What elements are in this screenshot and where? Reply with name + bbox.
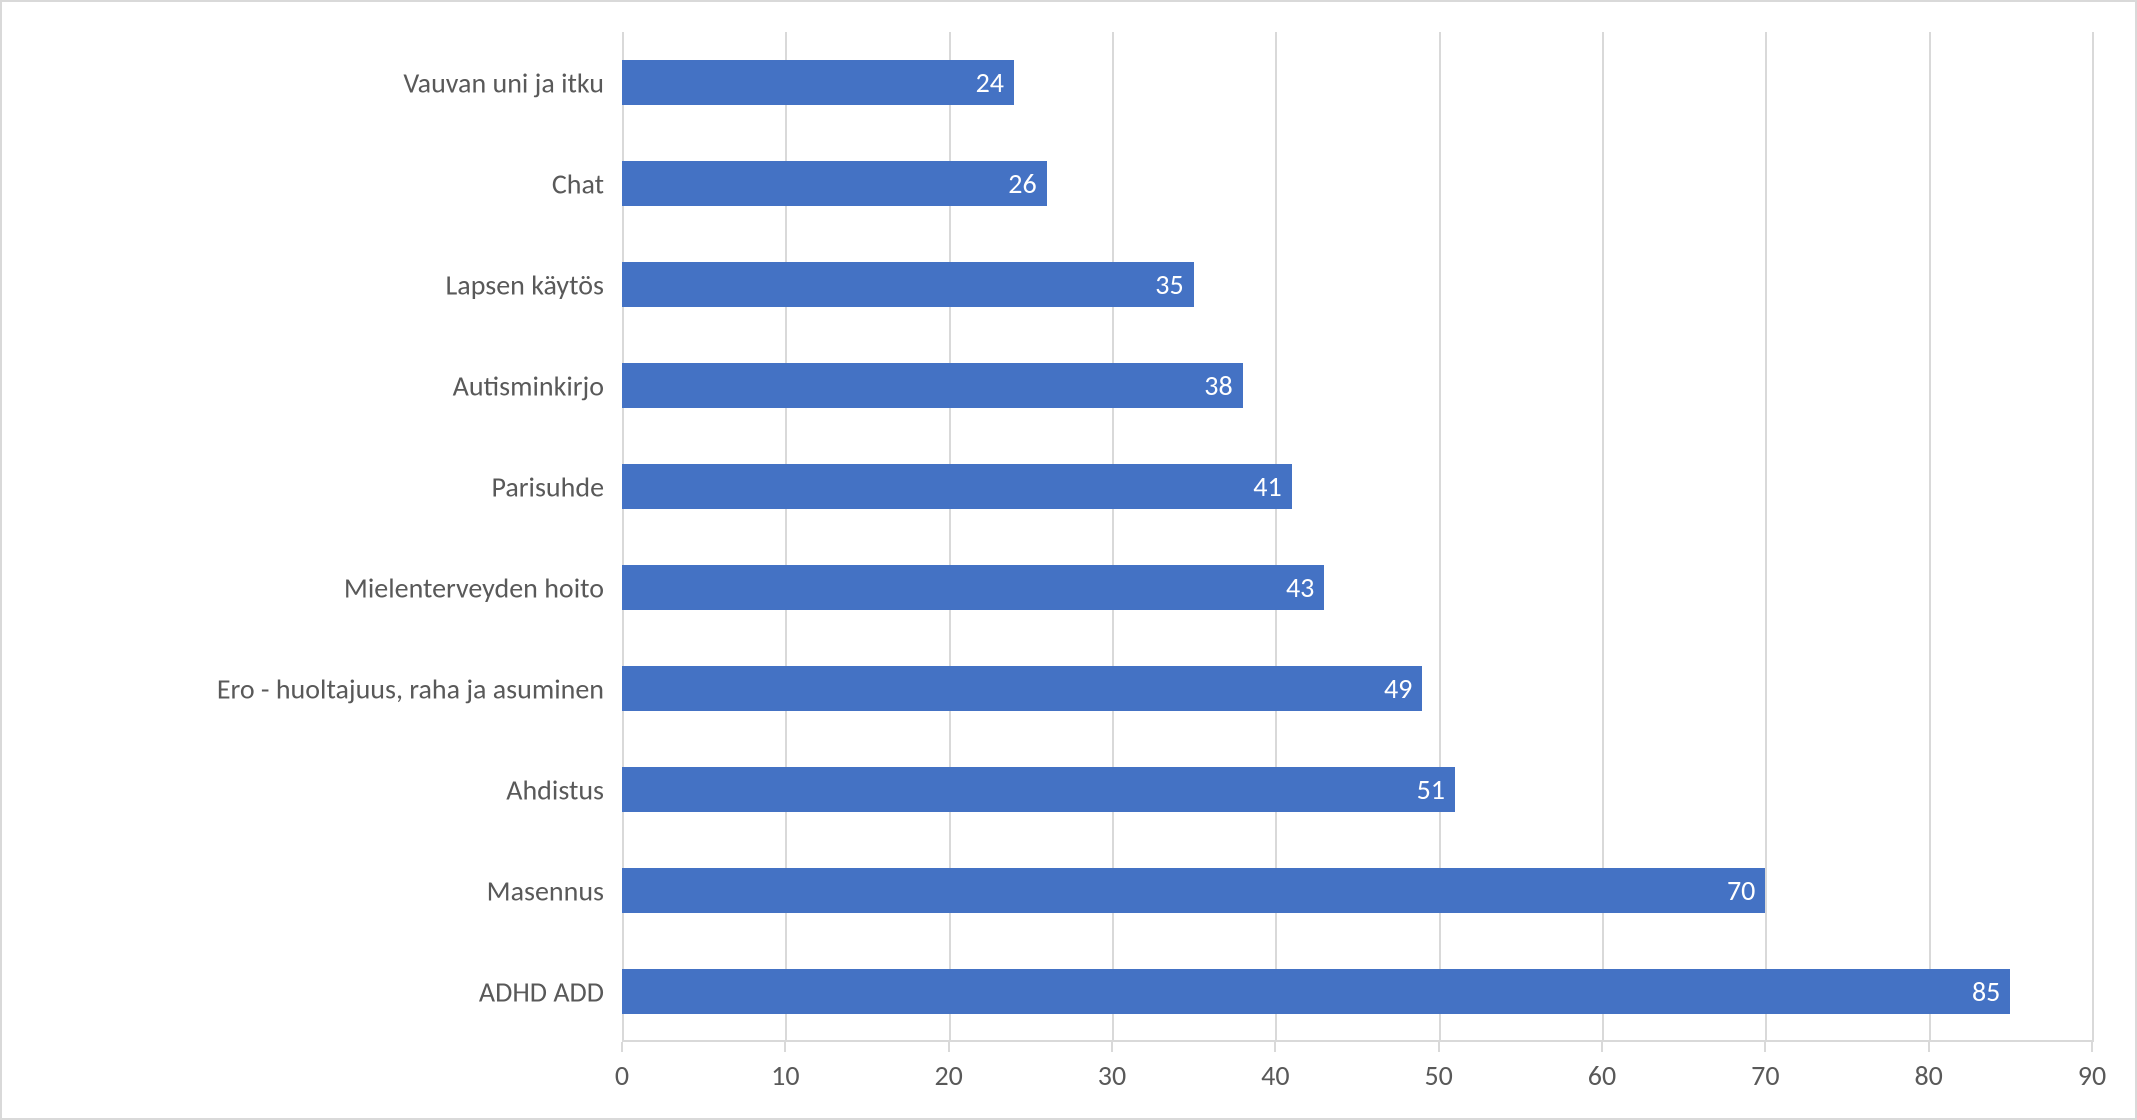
x-tick-mark [948, 1042, 950, 1052]
y-category-label: Vauvan uni ja itku [403, 65, 604, 100]
bar: 38 [622, 363, 1243, 407]
bar: 49 [622, 666, 1422, 710]
x-tick-label: 0 [615, 1058, 629, 1093]
y-category-label: Ero - huoltajuus, raha ja asuminen [217, 671, 604, 706]
y-category-label: Masennus [487, 873, 604, 908]
bar: 35 [622, 262, 1194, 306]
bar: 24 [622, 60, 1014, 104]
bar: 85 [622, 969, 2010, 1013]
bar: 70 [622, 868, 1765, 912]
gridline [1929, 32, 1931, 1042]
x-tick-mark [1438, 1042, 1440, 1052]
bar-value-label: 51 [1417, 772, 1455, 807]
y-category-label: Autisminkirjo [453, 368, 604, 403]
bar-value-label: 70 [1727, 873, 1765, 908]
bar: 43 [622, 565, 1324, 609]
bar: 51 [622, 767, 1455, 811]
bar-value-label: 35 [1155, 267, 1193, 302]
x-tick-label: 40 [1261, 1058, 1289, 1093]
x-tick-label: 10 [771, 1058, 799, 1093]
x-tick-mark [1601, 1042, 1603, 1052]
bar-value-label: 43 [1286, 570, 1324, 605]
x-tick-label: 50 [1424, 1058, 1452, 1093]
bar-value-label: 24 [976, 65, 1014, 100]
x-axis-line [622, 1040, 2092, 1042]
x-tick-label: 30 [1098, 1058, 1126, 1093]
y-category-label: Lapsen käytös [446, 267, 604, 302]
y-category-label: Mielenterveyden hoito [344, 570, 604, 605]
x-tick-label: 80 [1914, 1058, 1942, 1093]
bar: 26 [622, 161, 1047, 205]
y-category-label: ADHD ADD [479, 974, 604, 1009]
gridline [2092, 32, 2094, 1042]
x-tick-label: 20 [934, 1058, 962, 1093]
bar-value-label: 85 [1972, 974, 2010, 1009]
x-tick-mark [621, 1042, 623, 1052]
y-category-label: Parisuhde [492, 469, 604, 504]
plot-area: 85 70 51 49 43 41 38 35 26 24 [622, 32, 2092, 1042]
y-category-label: Ahdistus [506, 772, 604, 807]
x-tick-label: 60 [1588, 1058, 1616, 1093]
chart-frame: 85 70 51 49 43 41 38 35 26 24 ADHD ADD Masennus Ahd… [0, 0, 2137, 1120]
x-tick-mark [1764, 1042, 1766, 1052]
bar-value-label: 26 [1008, 166, 1046, 201]
bar-value-label: 41 [1253, 469, 1291, 504]
bar-value-label: 38 [1204, 368, 1242, 403]
x-tick-label: 90 [2078, 1058, 2106, 1093]
x-tick-mark [1111, 1042, 1113, 1052]
x-tick-label: 70 [1751, 1058, 1779, 1093]
x-tick-mark [784, 1042, 786, 1052]
x-tick-mark [1274, 1042, 1276, 1052]
x-tick-mark [2091, 1042, 2093, 1052]
bar: 41 [622, 464, 1292, 508]
y-category-label: Chat [552, 166, 604, 201]
x-tick-mark [1928, 1042, 1930, 1052]
gridline [1765, 32, 1767, 1042]
bar-value-label: 49 [1384, 671, 1422, 706]
